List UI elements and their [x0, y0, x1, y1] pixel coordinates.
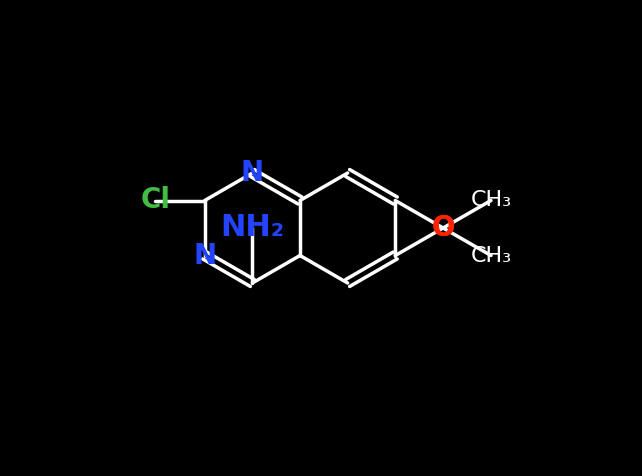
Text: O: O [431, 214, 455, 242]
Text: CH₃: CH₃ [471, 190, 512, 210]
Text: NH₂: NH₂ [220, 214, 284, 242]
Text: O: O [431, 214, 455, 242]
Text: N: N [193, 241, 216, 269]
Text: CH₃: CH₃ [471, 246, 512, 266]
Text: Cl: Cl [140, 187, 170, 215]
Text: N: N [241, 159, 264, 187]
